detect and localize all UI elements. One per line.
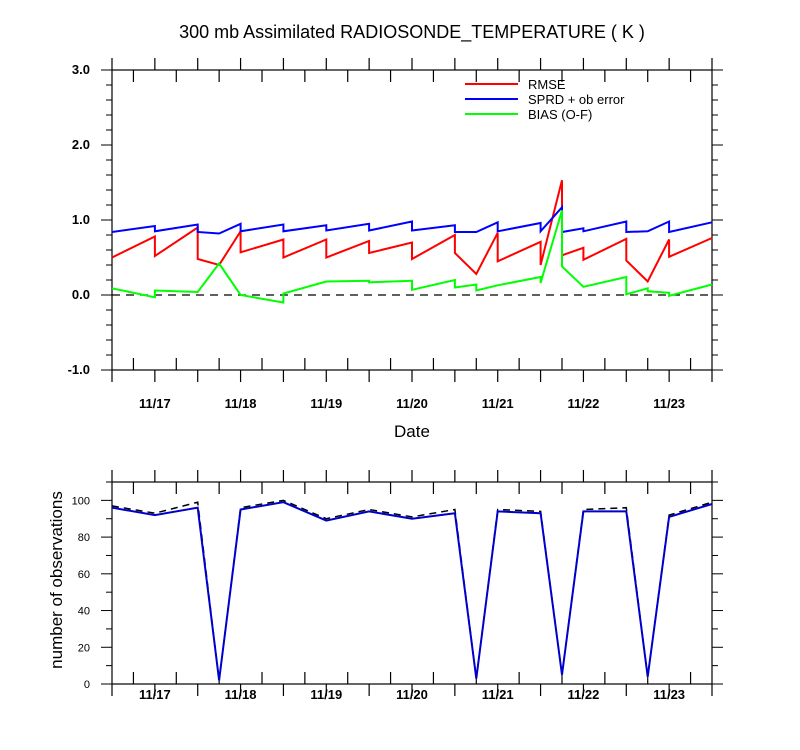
x-tick-label-11-20: 11/20 <box>396 687 428 702</box>
y-tick-label: 0.0 <box>72 287 90 302</box>
y-tick-label: 60 <box>78 569 90 581</box>
x-tick-label-11-20: 11/20 <box>396 396 428 411</box>
series-line-rmse <box>111 179 713 284</box>
plots-layer: 3.0 2.0 1.0 0.0 -1.0 11/17 11/18 11/19 11/20 11/2… <box>68 58 723 702</box>
series-line-bias-o-f- <box>111 210 713 304</box>
x-tick-label-11-23: 11/23 <box>653 687 685 702</box>
x-tick-label-11-19: 11/19 <box>310 396 342 411</box>
plot-frame <box>111 69 713 371</box>
x-tick-label-11-22: 11/22 <box>568 396 600 411</box>
x-tick-label-11-18: 11/18 <box>225 687 257 702</box>
x-tick-label-11-23: 11/23 <box>653 396 685 411</box>
x-tick-label-11-17: 11/17 <box>139 396 171 411</box>
series-line-assimilated <box>111 501 713 681</box>
plot-panel-2: 100 80 60 40 20 0 11/17 11/18 11/19 11/20 11/21 11/… <box>72 470 723 702</box>
y-tick-label: 2.0 <box>72 137 90 152</box>
y-tick-label: -1.0 <box>68 362 90 377</box>
x-tick-label-11-21: 11/21 <box>482 396 514 411</box>
x-axis-label: Date <box>394 422 430 441</box>
legend-label: BIAS (O-F) <box>528 107 592 122</box>
y-tick-label: 3.0 <box>72 62 90 77</box>
y-tick-label: 1.0 <box>72 212 90 227</box>
legend-label: RMSE <box>528 77 566 92</box>
chart-title: 300 mb Assimilated RADIOSONDE_TEMPERATUR… <box>179 22 645 43</box>
series-line-sprd-ob-error <box>111 204 713 235</box>
x-tick-label-11-17: 11/17 <box>139 687 171 702</box>
x-tick-label-11-19: 11/19 <box>310 687 342 702</box>
y-axis-label-observations: number of observations <box>47 491 66 669</box>
legend-label: SPRD + ob error <box>528 92 625 107</box>
series-line-possible <box>111 499 713 681</box>
x-tick-label-11-22: 11/22 <box>568 687 600 702</box>
y-tick-label: 40 <box>78 606 90 618</box>
x-tick-label-11-18: 11/18 <box>225 396 257 411</box>
y-tick-label: 0 <box>84 679 90 691</box>
y-tick-label: 100 <box>72 495 90 507</box>
y-tick-label: 80 <box>78 532 90 544</box>
y-tick-label: 20 <box>78 642 90 654</box>
x-tick-label-11-21: 11/21 <box>482 687 514 702</box>
plot-panel-1: 3.0 2.0 1.0 0.0 -1.0 11/17 11/18 11/19 11/20 11/2… <box>68 58 723 411</box>
